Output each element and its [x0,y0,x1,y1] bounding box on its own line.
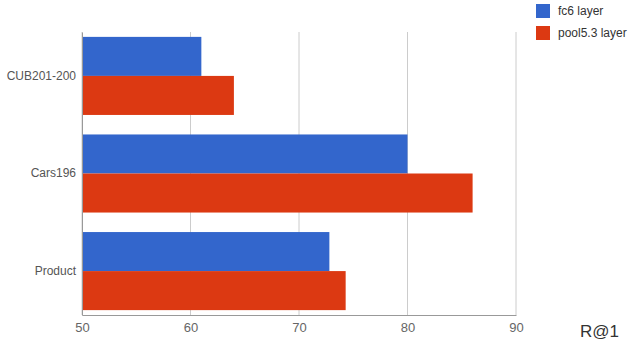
axis-title: R@1 [580,322,619,341]
bar [82,37,201,76]
legend-item: pool5.3 layer [536,26,627,40]
axis-line [83,315,517,316]
x-axis: 50 60 70 80 90 [75,315,523,335]
legend: fc6 layer pool5.3 layer [536,4,627,40]
category-label: Product [35,264,77,278]
series [82,76,473,310]
y-axis: CUB201-200 Cars196 Product [7,33,83,316]
tick-label: 50 [75,320,89,335]
tick: 50 [75,315,89,335]
tick: CUB201-200 [7,69,82,83]
bar [82,134,408,173]
legend-item: fc6 layer [536,4,603,18]
tick-label: 70 [292,320,306,335]
tick-label: 90 [509,320,523,335]
legend-label: pool5.3 layer [558,26,627,40]
axis-line [82,33,83,316]
tick: 90 [509,315,523,335]
category-label: CUB201-200 [7,69,77,83]
tick-label: 60 [184,320,198,335]
tick: 60 [184,315,198,335]
legend-swatch [536,4,550,18]
legend-swatch [536,26,550,40]
tick: 80 [401,315,415,335]
tick: Product [35,264,82,278]
bar [82,271,346,310]
grid-line [516,32,517,315]
grid [82,32,516,315]
grid-line [82,32,83,315]
legend-label: fc6 layer [558,4,603,18]
plot: 50 60 70 80 90 CUB201-200 Cars196 Product [7,32,524,335]
bars [82,37,473,310]
chart: 50 60 70 80 90 CUB201-200 Cars196 Product R@1 fc6… [0,0,640,345]
bar [82,232,329,271]
category-label: Cars196 [31,166,77,180]
tick-label: 80 [401,320,415,335]
tick: Cars196 [31,166,82,180]
bar [82,76,234,115]
series [82,37,408,271]
tick: 70 [292,315,306,335]
bar [82,174,473,213]
